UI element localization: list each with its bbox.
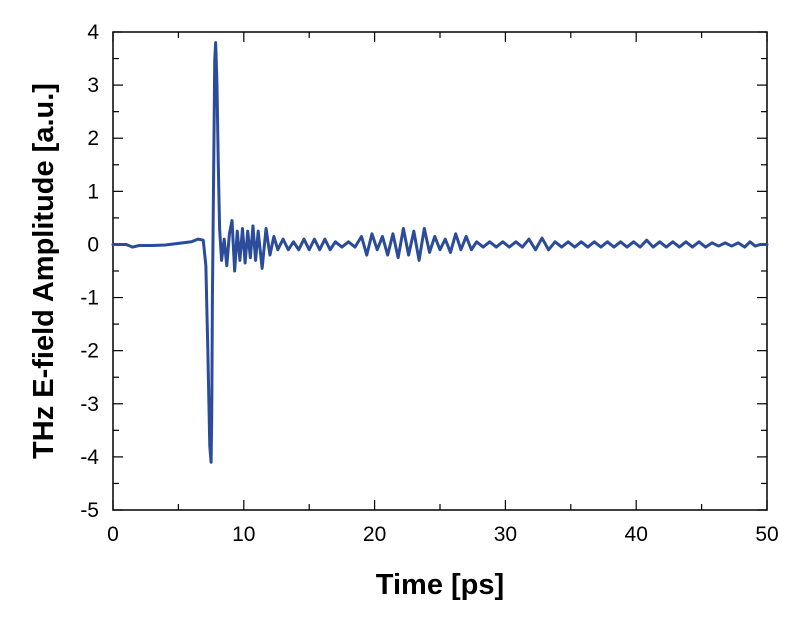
x-tick-label: 30 — [494, 523, 517, 546]
y-tick-label: -5 — [80, 499, 99, 522]
y-tick-label: 4 — [87, 21, 99, 44]
series-line-0 — [111, 41, 769, 464]
x-tick-label: 10 — [232, 523, 255, 546]
y-tick-label: -4 — [80, 446, 99, 469]
y-tick-label: -2 — [80, 340, 99, 363]
x-axis-title: Time [ps] — [376, 569, 504, 601]
y-tick-label: -1 — [80, 287, 99, 310]
y-tick-label: 2 — [87, 127, 99, 150]
tick-labels: 0 10 20 30 40 50 -5 -4 -3 -2 -1 0 1 2 3 4 — [80, 21, 778, 546]
y-tick-label: -3 — [80, 393, 99, 416]
series-layer — [111, 41, 769, 464]
x-tick-label: 40 — [625, 523, 648, 546]
y-tick-label: 0 — [87, 233, 99, 256]
tick-marks — [112, 31, 768, 511]
x-tick-label: 0 — [107, 523, 119, 546]
y-axis-title: THz E-field Amplitude [a.u.] — [28, 83, 60, 459]
y-tick-label: 1 — [87, 180, 99, 203]
x-tick-label: 20 — [363, 523, 386, 546]
y-tick-label: 3 — [87, 74, 99, 97]
x-tick-label: 50 — [755, 523, 778, 546]
